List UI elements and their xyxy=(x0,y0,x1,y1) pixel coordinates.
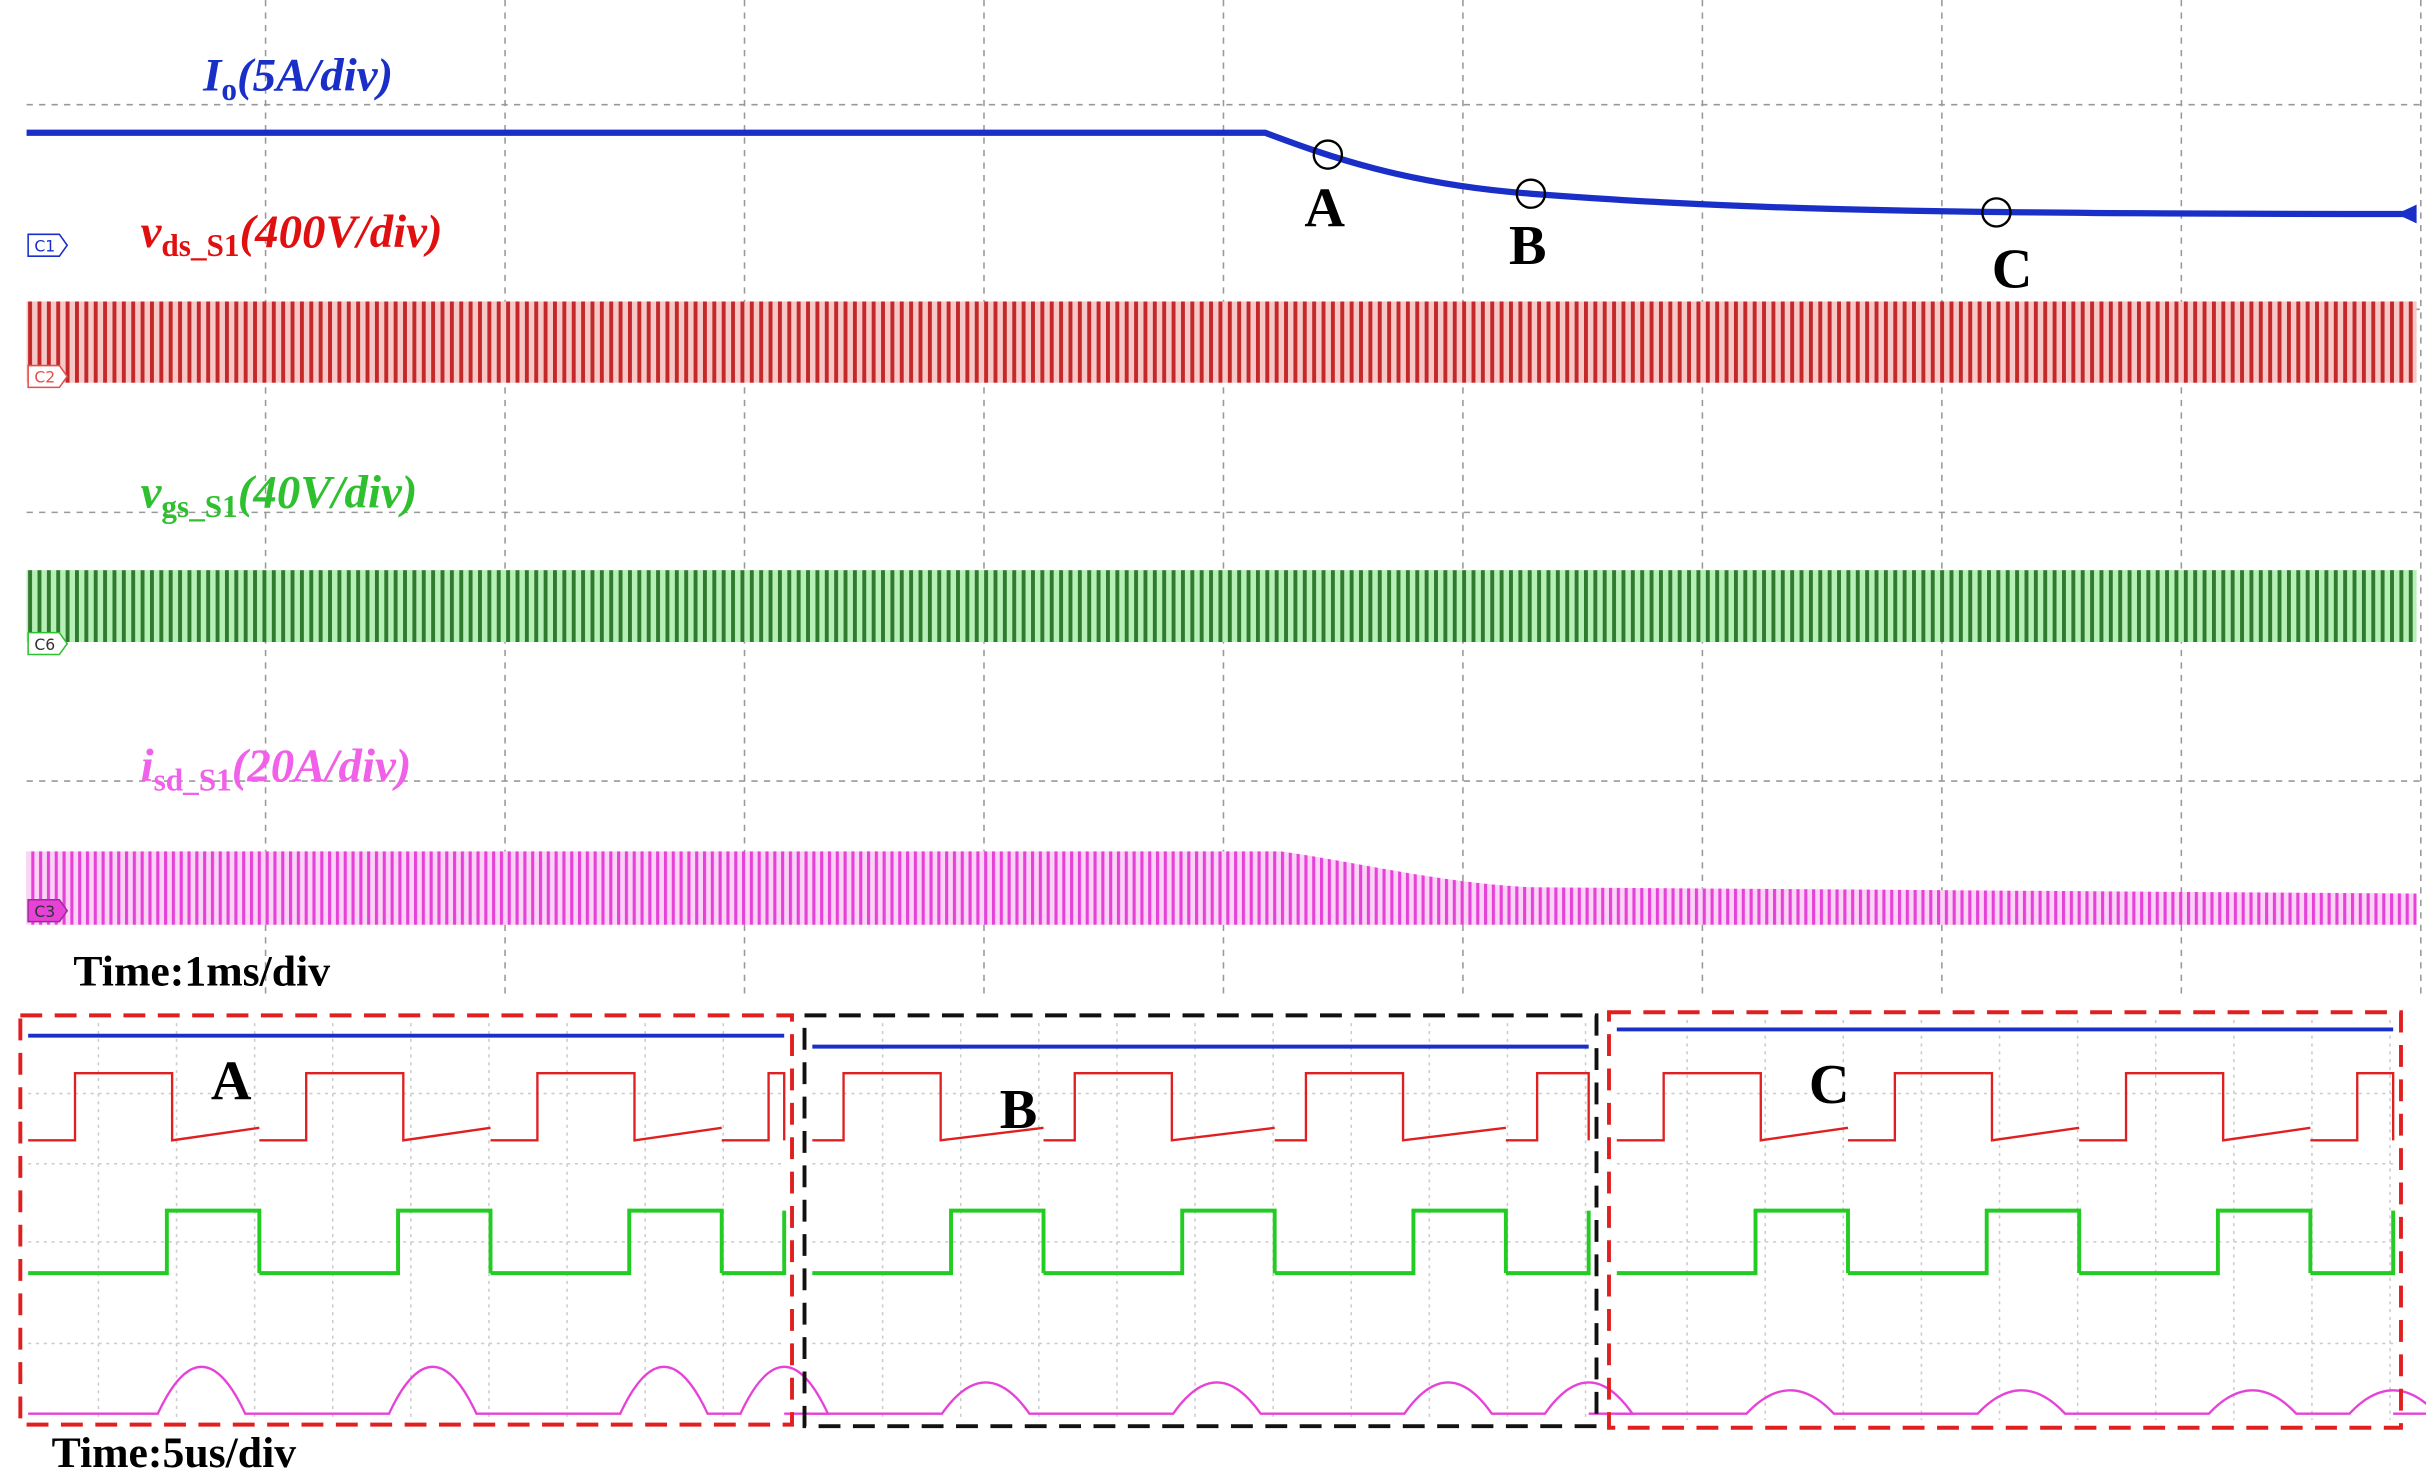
io-trace xyxy=(26,129,2406,218)
scale: (20A/div) xyxy=(232,740,412,792)
io-arrow xyxy=(2396,204,2417,224)
zoom-vds xyxy=(28,1071,786,1142)
subscript: gs_S1 xyxy=(161,489,237,524)
subscript: ds_S1 xyxy=(161,228,239,263)
channel-label: isd_S1(20A/div) xyxy=(141,740,412,797)
zoom-label: B xyxy=(1000,1079,1037,1141)
point-circle xyxy=(1312,139,1344,170)
zoom-box xyxy=(18,1013,794,1427)
zoom-box xyxy=(802,1013,1599,1429)
zoom-vgs xyxy=(1616,1208,2396,1276)
subscript: sd_S1 xyxy=(154,762,232,797)
marker-tag xyxy=(27,233,69,257)
vgs-trace xyxy=(26,570,2417,643)
symbol: I xyxy=(202,50,223,102)
zoom-vds xyxy=(1616,1071,2395,1142)
symbol: v xyxy=(141,206,163,258)
marker-text: C2 xyxy=(34,369,55,387)
zoom-vgs xyxy=(28,1208,787,1276)
point-circles xyxy=(1312,139,2012,228)
marker-tag xyxy=(27,898,69,923)
isd-trace xyxy=(26,851,2417,925)
point-label: C xyxy=(1992,238,2033,300)
scale: (5A/div) xyxy=(237,50,393,102)
subscript: o xyxy=(221,72,237,107)
zoom-isd xyxy=(1616,1389,2426,1415)
zoom-isd xyxy=(812,1381,1635,1415)
marker-text: C1 xyxy=(34,237,55,255)
channel-label: Io(5A/div) xyxy=(202,50,393,107)
symbol: i xyxy=(141,740,154,792)
zoom-isd xyxy=(28,1365,830,1415)
zoom-vgs xyxy=(812,1208,1591,1276)
zoom-box xyxy=(1607,1010,2403,1430)
zoom-panels xyxy=(18,1010,2426,1430)
symbol: v xyxy=(141,467,163,519)
channel-label: vds_S1(400V/div) xyxy=(141,206,443,263)
zoom-vds xyxy=(812,1071,1590,1142)
point-circle xyxy=(1981,197,2012,228)
point-label: B xyxy=(1509,215,1547,277)
zoom-label: A xyxy=(211,1051,252,1113)
marker-tag xyxy=(27,364,69,389)
vds-trace xyxy=(26,301,2417,383)
scale: (40V/div) xyxy=(238,467,418,519)
channel-markers: C1 C2 C6 C3 xyxy=(27,233,69,923)
marker-text: C3 xyxy=(34,903,55,921)
marker-tag xyxy=(27,631,69,656)
time-scale: Time:1ms/div xyxy=(73,948,330,996)
marker-text: C6 xyxy=(34,636,55,654)
scale: (400V/div) xyxy=(240,206,443,258)
point-circle xyxy=(1515,178,1547,209)
channel-label: vgs_S1(40V/div) xyxy=(141,467,418,524)
point-label: A xyxy=(1304,178,1345,240)
time-scale: Time:5us/div xyxy=(52,1429,297,1477)
zoom-label: C xyxy=(1809,1054,1850,1116)
